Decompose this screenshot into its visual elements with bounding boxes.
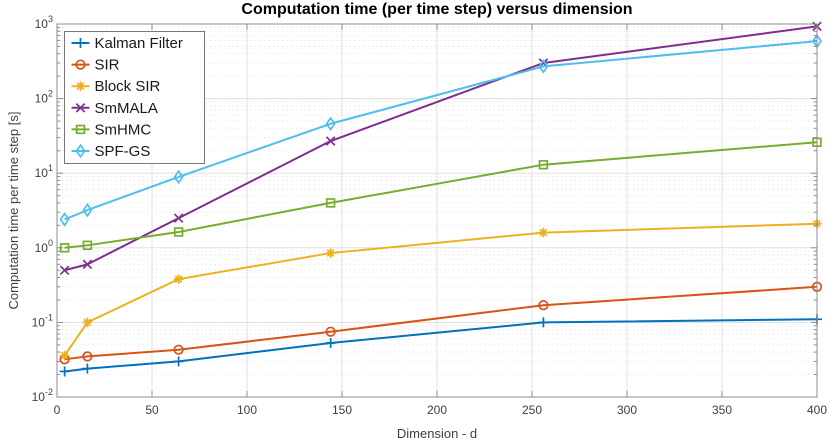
- data-point-marker: [82, 351, 93, 362]
- data-point-marker: [59, 366, 70, 377]
- data-point-marker: [325, 337, 336, 348]
- x-tick-label: 200: [427, 403, 447, 417]
- y-tick-label: 103: [35, 14, 53, 31]
- data-point-marker: [173, 213, 184, 223]
- x-tick-label: 350: [712, 403, 732, 417]
- legend-label: SIR: [95, 57, 120, 74]
- data-point-marker: [75, 38, 86, 48]
- x-tick-label: 0: [54, 403, 61, 417]
- data-point-marker: [75, 124, 86, 135]
- data-point-marker: [59, 212, 70, 227]
- data-point-marker: [75, 143, 86, 159]
- legend-entry-kalman-filter: Kalman Filter: [71, 35, 183, 52]
- x-tick-label: 300: [617, 403, 637, 417]
- series-sir: [59, 281, 823, 365]
- legend-entry-block-sir: Block SIR: [71, 78, 161, 95]
- series-kalman-filter: [59, 314, 822, 377]
- legend-label: SPF-GS: [95, 143, 151, 160]
- data-point-marker: [173, 227, 184, 237]
- data-point-marker: [538, 317, 549, 328]
- x-tick-label: 50: [145, 403, 159, 417]
- x-tick-label: 250: [522, 403, 542, 417]
- data-point-marker: [82, 240, 93, 251]
- data-point-marker: [538, 159, 549, 170]
- series-line-block-sir: [63, 222, 818, 357]
- x-tick-label: 100: [237, 403, 257, 417]
- data-point-marker: [75, 81, 86, 91]
- data-point-marker: [82, 363, 93, 374]
- series-line-smmala: [64, 25, 818, 272]
- data-point-marker: [82, 259, 93, 270]
- legend-label: Kalman Filter: [95, 35, 183, 52]
- y-tick-label: 102: [35, 89, 53, 106]
- data-point-marker: [538, 300, 549, 311]
- x-tick-label: 400: [807, 403, 827, 417]
- y-tick-label: 100: [35, 238, 53, 255]
- data-point-marker: [82, 202, 93, 218]
- legend-box: [64, 31, 205, 164]
- x-tick-label: 150: [332, 403, 352, 417]
- data-point-marker: [325, 136, 336, 146]
- data-point-marker: [75, 102, 86, 113]
- legend-entry-smhmc: SmHMC: [71, 121, 152, 138]
- data-point-marker: [59, 265, 70, 276]
- series-line-sir: [64, 285, 818, 361]
- axes: [56, 23, 818, 398]
- y-tick-label: 101: [35, 163, 53, 180]
- data-point-marker: [59, 350, 70, 361]
- legend: Kalman Filter SIR Block SIR SmMALA SmHMC SPF-…: [64, 31, 205, 164]
- data-point-marker: [173, 356, 184, 367]
- data-point-marker: [325, 326, 336, 337]
- data-point-marker: [75, 59, 86, 70]
- legend-entry-sir: SIR: [71, 57, 120, 74]
- data-point-marker: [325, 248, 336, 258]
- legend-entry-smmala: SmMALA: [71, 100, 158, 117]
- data-point-marker: [538, 227, 549, 238]
- legend-label: SmHMC: [95, 121, 152, 138]
- x-axis-label: Dimension - d: [396, 426, 478, 441]
- y-tick-label: 10-2: [32, 387, 53, 404]
- legend-entry-spf-gs: SPF-GS: [71, 143, 151, 160]
- y-tick-label: 10-1: [32, 312, 53, 329]
- data-point-marker: [173, 344, 184, 355]
- data-point-marker: [325, 198, 336, 208]
- chart-title: Computation time (per time step) versus …: [241, 1, 633, 18]
- data-point-marker: [82, 317, 93, 328]
- legend-label: SmMALA: [95, 100, 158, 117]
- data-point-marker: [173, 169, 184, 185]
- data-point-marker: [538, 59, 549, 74]
- data-point-marker: [173, 274, 184, 284]
- legend-label: Block SIR: [95, 78, 161, 95]
- data-point-marker: [325, 116, 336, 132]
